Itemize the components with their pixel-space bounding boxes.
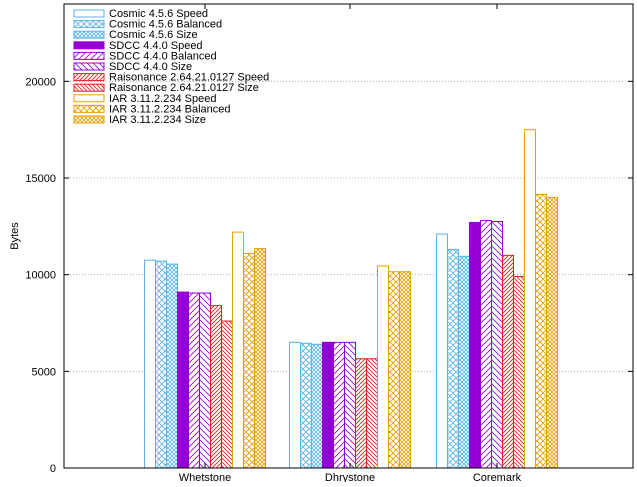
- bar: [388, 271, 400, 469]
- legend-swatch: [73, 30, 105, 39]
- y-tick-label: 20000: [25, 76, 56, 88]
- bar: [480, 220, 492, 469]
- legend-label: IAR 3.11.2.234 Speed: [109, 93, 216, 105]
- bar: [502, 254, 514, 469]
- legend-label: SDCC 4.4.0 Speed: [109, 40, 203, 52]
- legend-swatch: [73, 73, 105, 82]
- bar: [458, 255, 470, 469]
- legend-label: Cosmic 4.5.6 Size: [109, 29, 198, 41]
- bar: [355, 358, 367, 469]
- bar: [199, 292, 211, 469]
- y-tick-label: 0: [50, 463, 56, 475]
- legend-label: Raisonance 2.64.21.0127 Size: [109, 82, 259, 94]
- legend-swatch: [73, 104, 105, 113]
- bar: [188, 292, 200, 469]
- y-tick-label: 15000: [25, 173, 56, 185]
- legend-swatch: [73, 20, 105, 29]
- bar: [524, 129, 536, 469]
- bar: [221, 320, 233, 469]
- y-axis-label: Bytes: [9, 222, 21, 250]
- legend-swatch: [73, 83, 105, 92]
- x-tick-label: Dhrystone: [325, 472, 375, 482]
- bar: [513, 276, 525, 469]
- bar: [322, 341, 334, 469]
- bar: [399, 271, 411, 469]
- bar: [210, 305, 222, 469]
- y-tick-label: 10000: [25, 270, 56, 282]
- legend-label: SDCC 4.4.0 Balanced: [109, 50, 217, 62]
- legend-swatch: [73, 41, 105, 50]
- bar: [377, 265, 389, 469]
- bar: [491, 221, 503, 469]
- bar: [177, 291, 189, 469]
- bar: [469, 221, 481, 469]
- x-tick-label: Whetstone: [179, 472, 232, 482]
- legend-swatch: [73, 9, 105, 18]
- bar: [344, 341, 356, 469]
- bar: [232, 231, 244, 469]
- y-tick-label: 5000: [32, 366, 56, 378]
- x-tick-label: Coremark: [473, 472, 522, 482]
- legend-label: IAR 3.11.2.234 Size: [109, 114, 206, 126]
- legend-label: Cosmic 4.5.6 Speed: [109, 8, 208, 20]
- bar: [333, 341, 345, 469]
- legend-label: Raisonance 2.64.21.0127 Speed: [109, 72, 269, 84]
- bar: [436, 233, 448, 469]
- axes: 0 5000 10000 15000 20000 Bytes Whetstone Dhryst…: [9, 3, 634, 484]
- bar: [289, 341, 301, 469]
- bars: [144, 129, 558, 469]
- bar: [447, 249, 459, 469]
- bar: [546, 196, 558, 469]
- legend-label: IAR 3.11.2.234 Balanced: [109, 103, 231, 115]
- legend-swatch: [73, 94, 105, 103]
- bar: [144, 259, 156, 469]
- bar: [155, 260, 167, 469]
- bar: [166, 263, 178, 469]
- bar: [243, 252, 255, 469]
- bar: [254, 248, 266, 469]
- legend-swatch: [73, 51, 105, 60]
- legend-swatch: [73, 62, 105, 71]
- bar: [300, 342, 312, 469]
- plot-frame: [63, 3, 634, 469]
- bar: [311, 343, 323, 469]
- legend-label: Cosmic 4.5.6 Balanced: [109, 19, 222, 31]
- legend-swatch: [73, 115, 105, 124]
- bar: [366, 358, 378, 469]
- legend-label: SDCC 4.4.0 Size: [109, 61, 192, 73]
- bar: [535, 193, 547, 469]
